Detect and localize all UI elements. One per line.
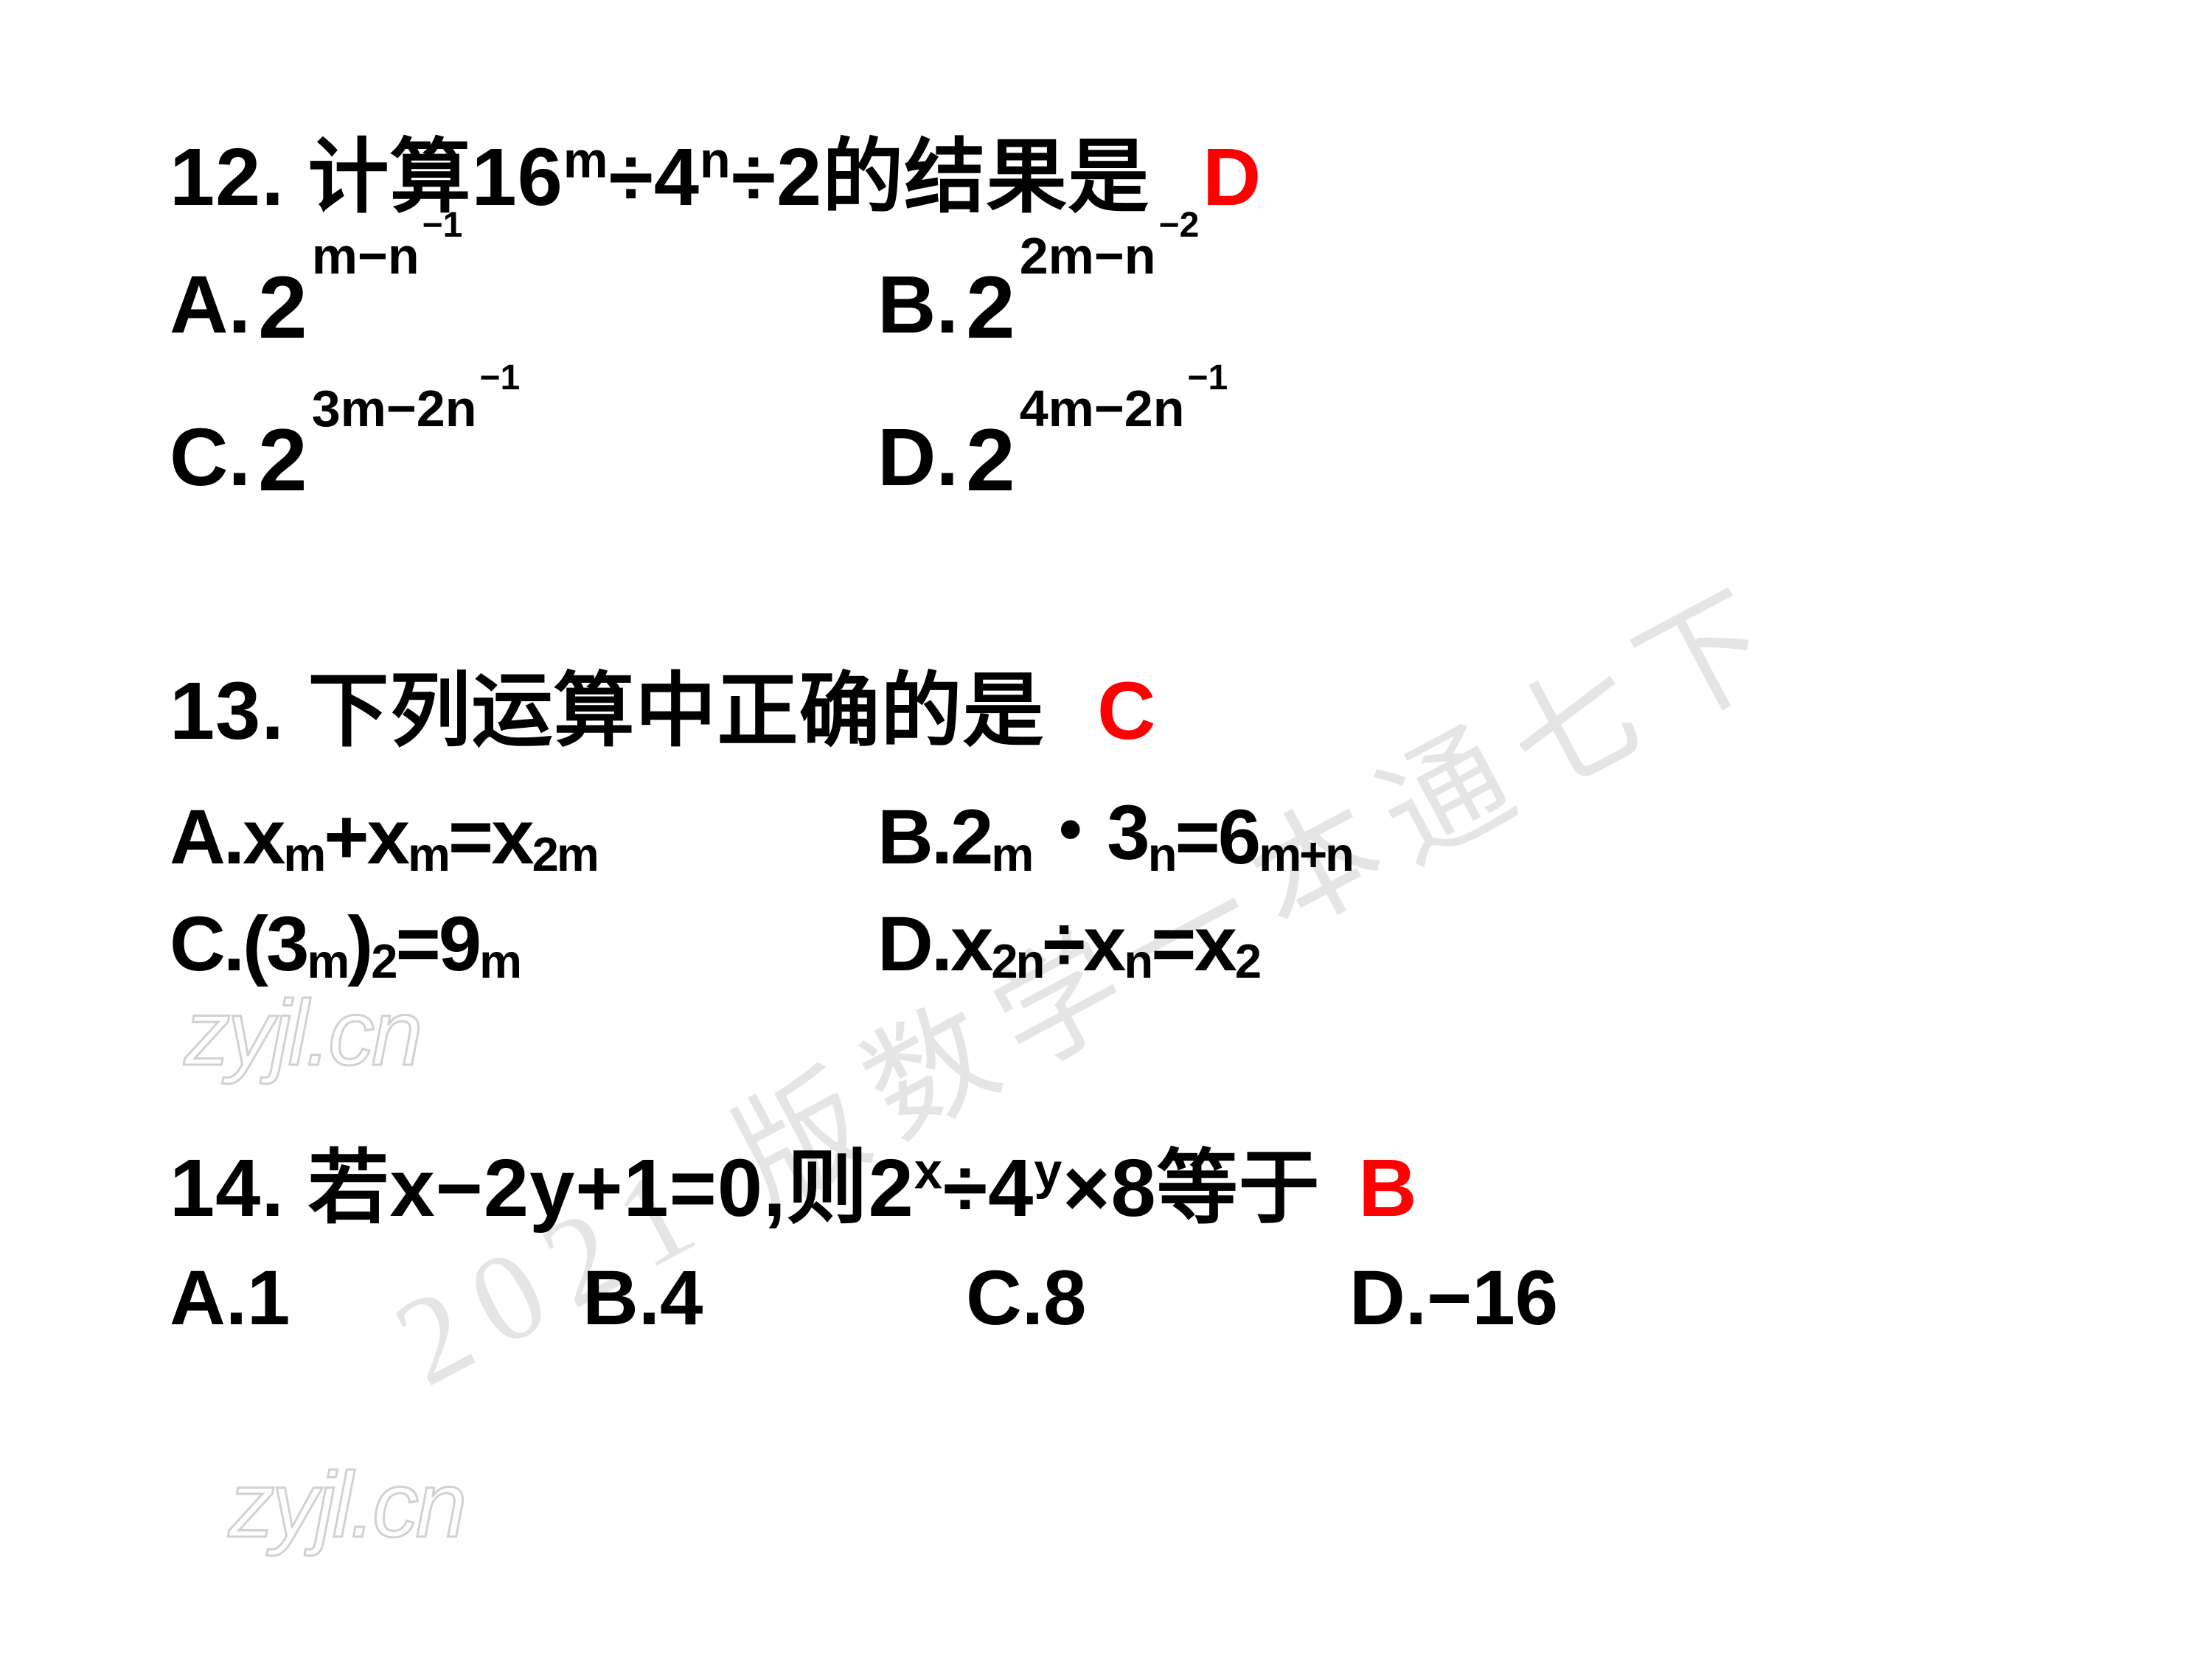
q13-c-p2: ) xyxy=(347,900,371,989)
q13-d-label: D. xyxy=(877,900,950,989)
q13-options-row2: C. (3m)2=9m D. x2n÷xn=x2 xyxy=(170,900,2087,989)
q14-stem: 14. 若x−2y+1=0,则2x÷4y×8等于 B xyxy=(170,1121,2087,1239)
q13-c-s2: 2 xyxy=(371,933,395,989)
q13-option-b: B. 2m・3n=6m+n xyxy=(877,770,1352,882)
q14-d-label: D. xyxy=(1349,1254,1427,1343)
q13-a-plus: +x xyxy=(324,793,408,882)
q12-b-exp1: 2m−n xyxy=(1020,230,1156,282)
q13-answer: C xyxy=(1097,666,1156,757)
q14-answer: B xyxy=(1358,1143,1417,1234)
q12-a-base: 2 xyxy=(258,263,307,352)
q12-c-formula: 2 3m−2n−1 xyxy=(258,416,520,504)
question-14: 14. 若x−2y+1=0,则2x÷4y×8等于 B A. 1 B. 4 C. … xyxy=(170,1121,2087,1343)
q14-option-d: D. −16 xyxy=(1349,1254,1558,1343)
q12-c-label: C. xyxy=(170,411,251,504)
q13-b-s1: m xyxy=(991,827,1032,882)
q14-c-label: C. xyxy=(966,1254,1043,1343)
q13-b-eq: =6 xyxy=(1175,793,1259,882)
q13-d-div: ÷x xyxy=(1043,900,1124,989)
q13-c-s3: m xyxy=(479,933,520,989)
q13-a-eq: =x xyxy=(448,793,532,882)
q13-a-s3: 2m xyxy=(532,827,597,882)
q12-d-label: D. xyxy=(877,411,959,504)
q12-d-exp2: −1 xyxy=(1188,361,1228,396)
q13-options-row1: A. xm+xm=x2m B. 2m・3n=6m+n xyxy=(170,770,2087,882)
q12-b-formula: 2 2m−n−2 xyxy=(966,263,1199,352)
q14-sup-x: x xyxy=(914,1143,943,1199)
q13-a-p1: x xyxy=(243,793,283,882)
q13-option-d: D. x2n÷xn=x2 xyxy=(877,900,1259,989)
q12-options-row1: A. 2 m−n−1 B. 2 2m−n−2 xyxy=(170,258,2087,352)
q12-c-exp1: 3m−2n xyxy=(312,383,477,434)
q13-d-p1: x xyxy=(950,900,991,989)
q13-number: 13. xyxy=(170,666,285,757)
q14-sup-y: y xyxy=(1034,1143,1062,1199)
q13-stem-text: 下列运算中正确的是 xyxy=(307,666,1044,757)
q14-options-row: A. 1 B. 4 C. 8 D. −16 xyxy=(170,1254,2087,1343)
q14-b-val: 4 xyxy=(660,1254,703,1343)
q14-d-val: −16 xyxy=(1427,1254,1558,1343)
q12-stem-part3: ÷2的结果是 xyxy=(731,132,1150,223)
q12-number: 12. xyxy=(170,132,285,223)
q12-sup-m: m xyxy=(563,132,609,188)
q14-option-c: C. 8 xyxy=(966,1254,1349,1343)
page-content: 12. 计算16m÷4n÷2的结果是 D A. 2 m−n−1 B. 2 2m−… xyxy=(170,111,2087,1352)
q12-a-label: A. xyxy=(170,258,251,352)
q13-option-a: A. xm+xm=x2m xyxy=(170,793,877,882)
q13-c-p1: (3 xyxy=(243,900,307,989)
q13-a-s2: m xyxy=(408,827,448,882)
q12-b-base: 2 xyxy=(966,263,1015,352)
q12-sup-n: n xyxy=(700,132,731,188)
q13-d-s1: 2n xyxy=(991,933,1043,989)
q13-d-s2: n xyxy=(1124,933,1151,989)
watermark-site-2: zyjl.cn xyxy=(229,1453,464,1558)
q14-stem-part1: 若x−2y+1=0,则2 xyxy=(307,1143,914,1234)
q12-option-a: A. 2 m−n−1 xyxy=(170,258,877,352)
question-12: 12. 计算16m÷4n÷2的结果是 D A. 2 m−n−1 B. 2 2m−… xyxy=(170,111,2087,504)
q14-number: 14. xyxy=(170,1143,285,1234)
q14-stem-part3: ×8等于 xyxy=(1062,1143,1320,1234)
q12-a-exp2: −1 xyxy=(422,208,463,243)
q12-d-formula: 2 4m−2n−1 xyxy=(966,416,1228,504)
q12-stem-part2: ÷4 xyxy=(608,132,700,223)
q13-b-dot: ・3 xyxy=(1032,770,1147,882)
q13-d-s3: 2 xyxy=(1235,933,1259,989)
q13-stem: 13. 下列运算中正确的是 C xyxy=(170,644,2087,762)
q13-b-label: B. xyxy=(877,793,950,882)
q13-option-c: C. (3m)2=9m xyxy=(170,900,877,989)
q14-a-val: 1 xyxy=(247,1254,290,1343)
q12-a-exp1: m−n xyxy=(312,230,420,282)
q12-option-d: D. 2 4m−2n−1 xyxy=(877,411,1228,504)
q12-c-exp2: −1 xyxy=(480,361,521,396)
q13-c-label: C. xyxy=(170,900,243,989)
q13-a-label: A. xyxy=(170,793,243,882)
q12-b-label: B. xyxy=(877,258,959,352)
q13-c-eq: =9 xyxy=(395,900,479,989)
q12-c-base: 2 xyxy=(258,416,307,504)
q14-stem-part2: ÷4 xyxy=(943,1143,1034,1234)
q13-b-s3: m+n xyxy=(1259,827,1352,882)
q14-b-label: B. xyxy=(582,1254,660,1343)
q14-option-b: B. 4 xyxy=(582,1254,966,1343)
q13-d-eq: =x xyxy=(1151,900,1235,989)
q12-a-formula: 2 m−n−1 xyxy=(258,263,462,352)
q12-d-base: 2 xyxy=(966,416,1015,504)
q12-option-b: B. 2 2m−n−2 xyxy=(877,258,1199,352)
q14-a-label: A. xyxy=(170,1254,247,1343)
q14-c-val: 8 xyxy=(1043,1254,1086,1343)
question-13: 13. 下列运算中正确的是 C A. xm+xm=x2m B. 2m・3n=6m… xyxy=(170,644,2087,989)
q12-answer: D xyxy=(1203,132,1262,223)
q13-b-s2: n xyxy=(1148,827,1175,882)
q14-option-a: A. 1 xyxy=(170,1254,582,1343)
q13-a-s1: m xyxy=(283,827,324,882)
q12-d-exp1: 4m−2n xyxy=(1020,383,1185,434)
q12-b-exp2: −2 xyxy=(1159,208,1200,243)
q12-options-row2: C. 2 3m−2n−1 D. 2 4m−2n−1 xyxy=(170,411,2087,504)
q12-option-c: C. 2 3m−2n−1 xyxy=(170,411,877,504)
q13-c-s1: m xyxy=(307,933,347,989)
q13-b-p1: 2 xyxy=(950,793,991,882)
